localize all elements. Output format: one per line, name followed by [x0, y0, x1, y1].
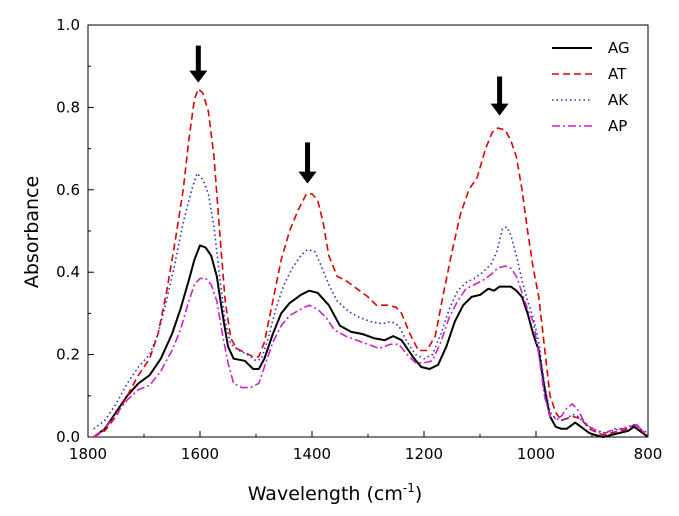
peak-arrows: [189, 45, 509, 184]
x-tick-label: 1400: [293, 445, 331, 463]
x-axis-title: Wavelength (cm-1): [248, 481, 423, 505]
y-tick-label: 0.0: [56, 428, 80, 446]
legend-label-ak: AK: [608, 91, 629, 109]
x-tick-label: 1000: [517, 445, 555, 463]
y-tick-label: 0.8: [56, 98, 80, 116]
peak-arrow-2: [298, 142, 317, 184]
legend-label-ag: AG: [608, 39, 630, 57]
x-tick-label: 1600: [181, 445, 219, 463]
peak-arrow-1: [189, 45, 208, 83]
series-line-ak: [93, 172, 649, 434]
x-axis-title-superscript: -1: [403, 481, 415, 495]
series-layer: [93, 88, 649, 438]
x-axis-title-close: ): [415, 483, 422, 505]
x-axis-title-text: Wavelength (cm: [248, 483, 403, 505]
y-tick-label: 1.0: [56, 16, 80, 34]
y-axis-title: Absorbance: [21, 176, 43, 288]
y-tick-label: 0.6: [56, 181, 80, 199]
peak-arrow-3: [490, 76, 509, 116]
series-line-ap: [93, 265, 649, 438]
plot-frame: [87, 24, 649, 438]
series-line-at: [93, 88, 649, 438]
series-line-ag: [93, 244, 649, 438]
x-axis-ticks: 1800 1600 1400 1200 1000 800: [69, 431, 662, 463]
x-tick-label: 1200: [405, 445, 443, 463]
y-tick-label: 0.4: [56, 263, 80, 281]
legend: AG AT AK AP: [552, 39, 630, 135]
y-tick-label: 0.2: [56, 346, 80, 364]
x-tick-label: 800: [634, 445, 663, 463]
y-axis-ticks: 0.0 0.2 0.4 0.6 0.8 1.0: [56, 16, 94, 446]
legend-label-at: AT: [608, 65, 627, 83]
legend-label-ap: AP: [608, 117, 627, 135]
x-tick-label: 1800: [69, 445, 107, 463]
